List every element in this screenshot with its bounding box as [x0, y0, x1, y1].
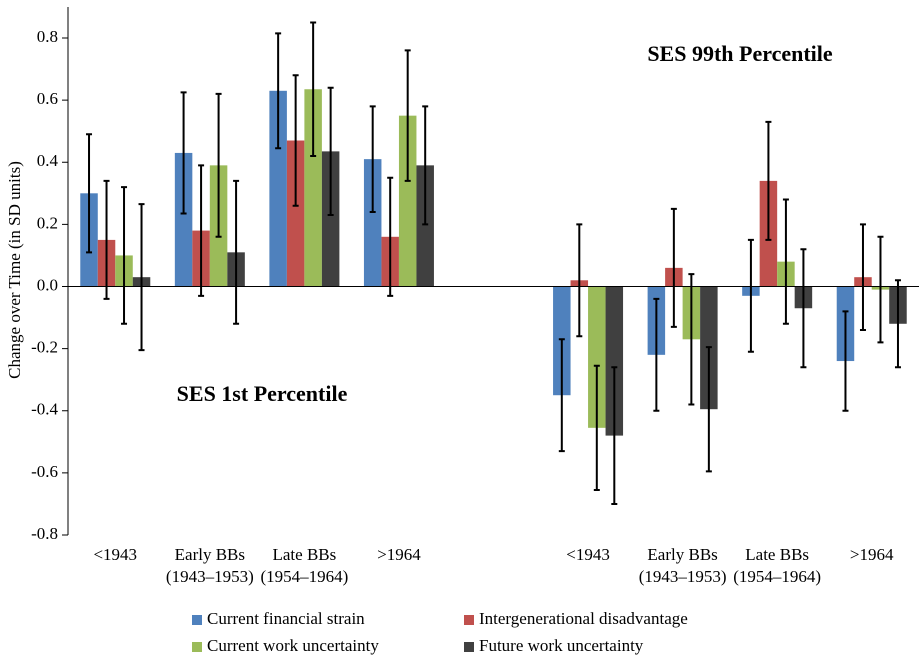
error-bar: [180, 91, 187, 215]
legend-swatch: [192, 642, 202, 652]
annotation: SES 99th Percentile: [647, 41, 833, 66]
legend-label: Future work uncertainty: [479, 636, 644, 655]
error-bar: [593, 364, 600, 491]
error-bar: [765, 120, 772, 241]
legend-label: Current work uncertainty: [207, 636, 379, 655]
x-tick-label: Late BBs: [745, 545, 809, 564]
bar: [398, 115, 417, 287]
legend-label: Intergenerational disadvantage: [479, 609, 688, 628]
y-tick-label: -0.8: [31, 524, 58, 543]
bar: [605, 286, 624, 436]
error-bar: [215, 92, 222, 238]
x-tick-label: Early BBs: [175, 545, 245, 564]
error-bar: [233, 179, 240, 325]
error-bar: [121, 186, 128, 325]
bar: [286, 140, 305, 287]
error-bar: [894, 279, 901, 369]
error-bar: [369, 105, 376, 213]
bar: [304, 89, 322, 287]
bar: [321, 151, 340, 287]
y-tick-label: 0.6: [37, 89, 58, 108]
error-bar: [688, 273, 695, 406]
x-tick-label: Early BBs: [647, 545, 717, 564]
x-tick-label: (1943–1953): [639, 567, 727, 586]
bar: [174, 152, 193, 287]
error-bar: [782, 198, 789, 325]
error-bar: [800, 248, 807, 369]
error-bar: [747, 238, 754, 353]
y-tick-label: 0.0: [37, 275, 58, 294]
error-bar: [422, 105, 429, 226]
error-bar: [103, 179, 110, 300]
annotation: SES 1st Percentile: [177, 381, 348, 406]
error-bar: [558, 338, 565, 453]
legend-label: Current financial strain: [207, 609, 365, 628]
error-bar: [327, 86, 334, 217]
y-tick-label: 0.4: [37, 151, 59, 170]
legend-swatch: [464, 642, 474, 652]
error-bar: [198, 164, 205, 297]
y-tick-label: -0.6: [31, 462, 58, 481]
bar: [588, 286, 606, 428]
error-bar: [653, 297, 660, 412]
x-tick-label: (1954–1964): [260, 567, 348, 586]
bar: [416, 165, 434, 287]
error-bar: [86, 133, 93, 254]
error-bar: [275, 32, 282, 150]
y-axis-label: Change over Time (in SD units): [5, 161, 24, 379]
error-bar: [292, 74, 299, 207]
error-bar: [877, 235, 884, 344]
x-tick-label: >1964: [850, 545, 894, 564]
error-bar: [842, 310, 849, 412]
y-tick-label: -0.4: [31, 400, 58, 419]
x-tick-label: (1943–1953): [166, 567, 254, 586]
error-bar: [387, 176, 394, 297]
x-tick-label: <1943: [566, 545, 610, 564]
y-tick-label: 0.2: [37, 213, 58, 232]
bar: [363, 159, 382, 287]
error-bar: [611, 366, 618, 505]
x-tick-label: (1954–1964): [733, 567, 821, 586]
y-tick-label: -0.2: [31, 338, 58, 357]
legend-swatch: [464, 615, 474, 625]
error-bar: [859, 223, 866, 331]
error-bar: [705, 346, 712, 473]
error-bar: [670, 207, 677, 328]
error-bar: [576, 223, 583, 338]
bar: [269, 90, 287, 287]
legend-swatch: [192, 615, 202, 625]
y-tick-label: 0.8: [37, 27, 58, 46]
x-tick-label: <1943: [93, 545, 137, 564]
x-tick-label: Late BBs: [273, 545, 337, 564]
error-bar: [404, 49, 411, 182]
error-bar: [310, 21, 317, 158]
x-tick-label: >1964: [377, 545, 421, 564]
error-bar: [138, 203, 145, 352]
